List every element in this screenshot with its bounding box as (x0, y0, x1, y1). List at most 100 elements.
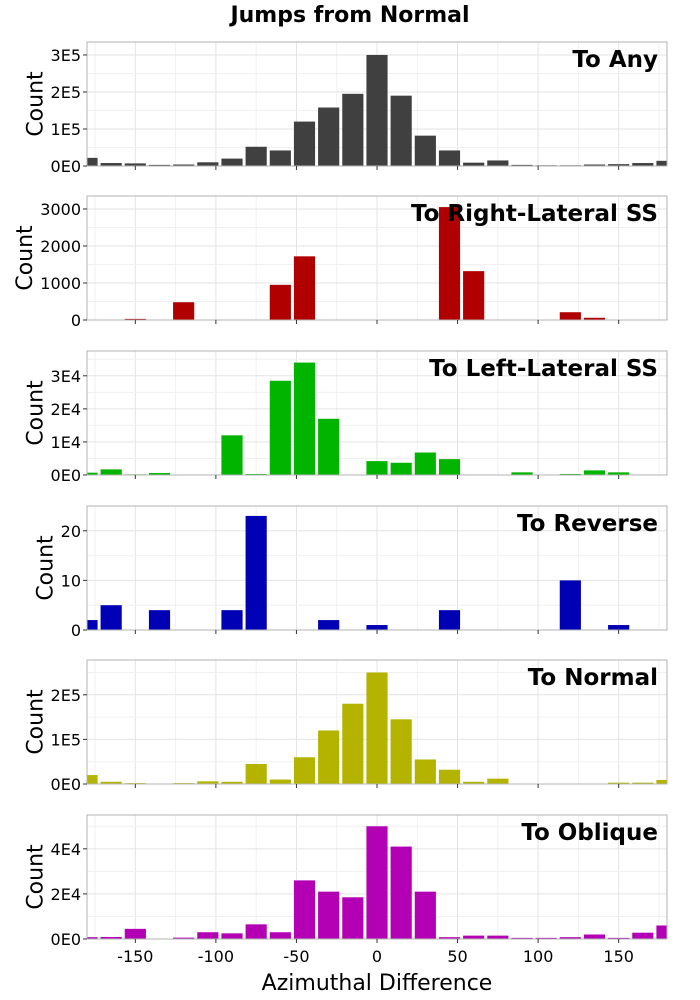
bar (87, 937, 98, 939)
bar (463, 162, 485, 166)
bar (173, 164, 195, 166)
y-tick-label: 0E0 (51, 466, 81, 485)
bar (221, 435, 243, 475)
y-axis-label: Count (23, 689, 48, 755)
bar (559, 937, 581, 939)
y-tick-label: 3E4 (51, 367, 81, 386)
bars (87, 54, 667, 166)
chart-title: Jumps from Normal (228, 3, 469, 28)
bars (87, 826, 667, 939)
bar (438, 150, 461, 166)
bar (559, 312, 581, 320)
bar (487, 160, 509, 166)
bar (245, 924, 267, 939)
bar (293, 880, 316, 939)
bar (318, 418, 340, 475)
bar (511, 472, 533, 475)
bar (438, 937, 461, 939)
bar (87, 157, 98, 166)
bar (559, 580, 581, 630)
bar (535, 937, 557, 939)
y-tick-label: 4E4 (51, 840, 81, 859)
bar (318, 730, 340, 784)
y-tick-label: 2E4 (51, 400, 81, 419)
panel-label: To Right-Lateral SS (411, 201, 658, 227)
bar (318, 620, 340, 630)
y-axis-label: Count (23, 71, 48, 137)
bar (438, 769, 461, 784)
bar (632, 932, 654, 939)
y-axis-label: Count (13, 225, 38, 291)
y-axis-label: Count (34, 535, 59, 601)
x-tick-label: -150 (117, 947, 153, 966)
y-tick-label: 10 (61, 571, 81, 590)
bar (656, 779, 667, 784)
bar (414, 759, 436, 784)
bar (366, 54, 388, 166)
bar (318, 107, 340, 166)
y-tick-label: 1E4 (51, 433, 81, 452)
bar (245, 763, 267, 784)
x-tick-label: -50 (283, 947, 309, 966)
bar (124, 928, 146, 939)
bar (269, 779, 291, 784)
gridlines (87, 351, 667, 475)
bar (269, 284, 291, 320)
bar (245, 146, 267, 166)
x-tick-label: -100 (198, 947, 234, 966)
y-tick-label: 2E4 (51, 885, 81, 904)
bar (583, 317, 606, 320)
bar (414, 135, 436, 166)
y-tick-label: 1E5 (51, 120, 81, 139)
bar (390, 462, 412, 475)
bar (414, 452, 436, 475)
bar (390, 95, 412, 166)
bar (656, 160, 667, 166)
bar (221, 781, 243, 784)
bar (100, 605, 122, 630)
bar (100, 469, 122, 475)
bar (656, 925, 667, 939)
bar (511, 937, 533, 939)
bar (87, 472, 98, 475)
bar (342, 93, 364, 166)
bar (608, 937, 630, 939)
bar (173, 937, 195, 939)
x-tick-label: 50 (447, 947, 467, 966)
y-tick-label: 0E0 (51, 157, 81, 176)
bar (197, 162, 219, 166)
bar (293, 121, 316, 166)
y-tick-label: 0E0 (51, 930, 81, 949)
panel-label: To Left-Lateral SS (429, 356, 658, 382)
y-tick-label: 3000 (40, 200, 81, 219)
bar (583, 470, 606, 475)
bar (390, 846, 412, 939)
bar (608, 625, 630, 630)
y-tick-label: 2E5 (51, 686, 81, 705)
gridlines (87, 196, 667, 320)
y-tick-label: 0 (71, 621, 81, 640)
bar (366, 461, 388, 475)
bar (221, 158, 243, 166)
bar (608, 782, 630, 784)
bars (87, 362, 630, 475)
bar (173, 302, 195, 320)
y-tick-label: 2E5 (51, 83, 81, 102)
bar (148, 610, 171, 630)
bar (221, 610, 243, 630)
bar (124, 163, 146, 166)
bar (438, 610, 461, 630)
bar (366, 672, 388, 784)
bar (87, 620, 98, 630)
bar (342, 897, 364, 939)
panel-label: To Normal (528, 665, 658, 691)
x-axis-label: Azimuthal Difference (262, 971, 493, 996)
bar (245, 515, 267, 630)
